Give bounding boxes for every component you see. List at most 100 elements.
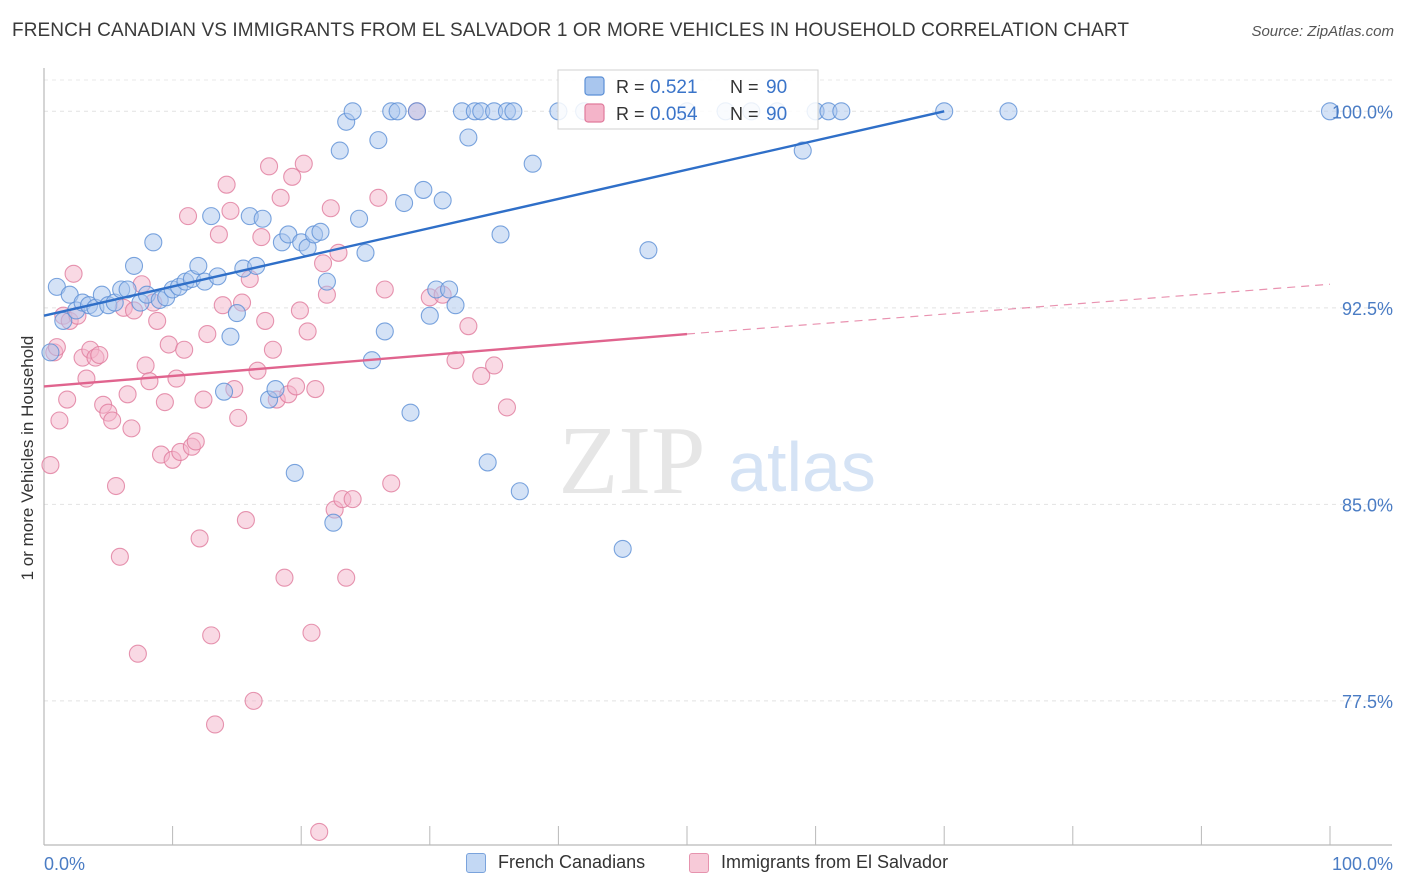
point-french-canadian [523,154,542,173]
point-el-salvador [205,715,225,734]
point-french-canadian [202,207,221,226]
point-el-salvador [186,432,205,451]
point-french-canadian [407,102,426,121]
point-el-salvador [128,644,147,663]
legend-swatch-french [466,852,486,873]
point-el-salvador [275,568,294,587]
point-french-canadian [330,141,349,160]
point-el-salvador [58,390,77,409]
point-el-salvador [263,340,282,359]
point-french-canadian [227,304,246,323]
point-french-canadian [221,327,240,346]
trend-lines [43,110,1331,388]
point-el-salvador [302,623,321,642]
point-el-salvador [136,356,155,375]
y-tick-label: 85.0% [1342,495,1393,515]
chart-title: FRENCH CANADIAN VS IMMIGRANTS FROM EL SA… [12,20,1130,41]
trend-line-salvador-extension [686,283,1331,335]
series-el-salvador-points [41,102,517,841]
point-el-salvador [459,317,478,336]
point-el-salvador [244,691,263,710]
point-french-canadian [311,222,330,241]
point-el-salvador [103,411,122,430]
series-legend: French Canadians Immigrants from El Salv… [0,852,1406,876]
point-french-canadian [285,463,304,482]
point-french-canadian [832,102,851,121]
point-el-salvador [90,345,109,365]
x-tick-label-start: 0.0% [44,854,85,874]
point-el-salvador [287,377,306,396]
point-el-salvador [198,324,217,344]
y-tick-label: 77.5% [1342,692,1393,712]
watermark-atlas: atlas [728,428,876,506]
point-french-canadian [420,306,439,325]
point-french-canadian [440,280,459,299]
series-french-canadians-points [41,102,1340,558]
point-el-salvador [175,340,194,359]
point-el-salvador [314,254,333,273]
trend-line-french [43,110,945,317]
point-el-salvador [321,199,340,218]
point-el-salvador [159,335,178,354]
point-el-salvador [252,228,271,247]
stats-r-label-french: R = [616,77,645,97]
point-french-canadian [324,513,343,532]
point-french-canadian [124,256,144,275]
point-french-canadian [613,539,632,558]
point-el-salvador [271,188,290,207]
point-el-salvador [155,393,174,412]
point-french-canadian [214,382,234,401]
point-french-canadian [401,403,420,422]
point-french-canadian [343,102,362,121]
stats-r-value-french: 0.521 [650,77,698,98]
point-el-salvador [236,511,255,530]
point-french-canadian [433,191,452,210]
stats-n-value-salvador: 90 [766,104,787,125]
x-tick-label-end: 100.0% [1332,854,1393,874]
point-el-salvador [140,372,159,391]
point-el-salvador [122,419,141,438]
y-tick-label: 92.5% [1342,299,1393,319]
trend-line-salvador [43,332,688,388]
point-french-canadian [388,102,407,121]
point-french-canadian [395,193,414,213]
stats-n-label-french: N = [730,77,759,97]
legend-swatch-salvador [689,852,709,873]
point-french-canadian [504,102,523,121]
point-el-salvador [382,474,401,493]
point-el-salvador [485,356,504,375]
point-french-canadian [41,343,60,362]
point-french-canadian [446,296,465,315]
point-french-canadian [639,241,658,260]
point-el-salvador [369,188,388,207]
point-el-salvador [194,390,213,409]
grid-lines [44,79,1392,702]
point-french-canadian [510,482,529,501]
point-el-salvador [190,529,209,548]
point-el-salvador [213,296,232,315]
point-el-salvador [343,490,362,509]
point-el-salvador [306,380,325,399]
legend-label-french: French Canadians [498,852,646,872]
watermark-zip: ZIP [559,407,706,515]
point-el-salvador [337,568,356,587]
point-french-canadian [414,180,433,199]
legend-item-french: French Canadians [466,852,645,873]
point-french-canadian [144,233,163,252]
point-el-salvador [229,408,248,427]
stats-n-label-salvador: N = [730,104,759,124]
point-french-canadian [999,102,1018,121]
axes [43,68,1392,846]
stats-legend: R = 0.521 N = 90 R = 0.054 N = 90 [557,69,819,130]
point-el-salvador [64,264,83,283]
source-label: Source: ZipAtlas.com [1251,23,1394,40]
point-french-canadian [317,272,336,291]
stats-r-label-salvador: R = [616,104,645,124]
point-el-salvador [256,311,275,330]
point-el-salvador [110,547,129,566]
point-el-salvador [217,175,236,194]
point-french-canadian [356,243,375,262]
point-el-salvador [41,456,60,475]
stats-n-value-french: 90 [766,77,787,98]
